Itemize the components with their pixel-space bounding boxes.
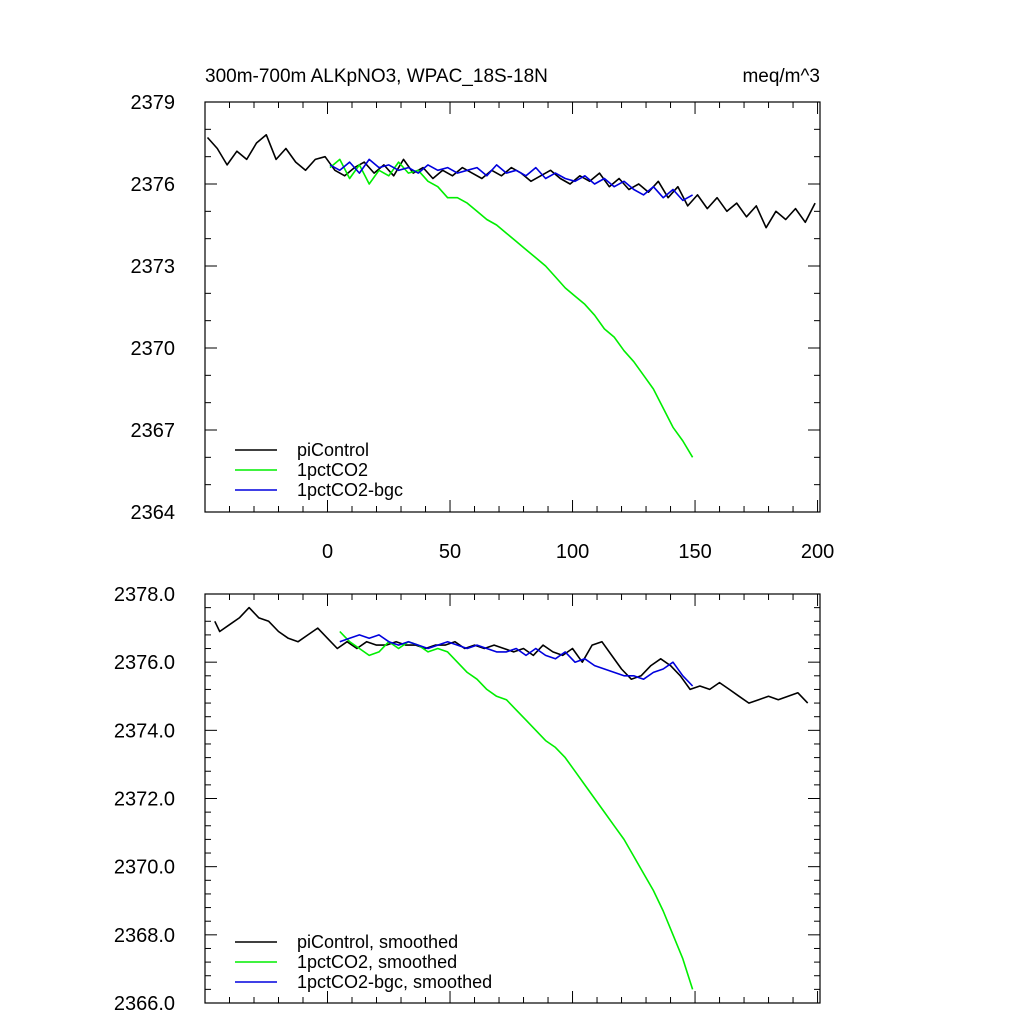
y-tick-label: 2373 bbox=[131, 256, 176, 278]
series-line-1 bbox=[214, 606, 809, 704]
y-tick-label: 2370.0 bbox=[114, 857, 175, 879]
series-line-3 bbox=[339, 634, 694, 687]
y-tick-label: 2376.0 bbox=[114, 652, 175, 674]
y-tick-label: 2379 bbox=[131, 92, 176, 114]
series-line-2 bbox=[329, 158, 694, 458]
series-line-2 bbox=[339, 630, 694, 990]
legend-label: 1pctCO2, smoothed bbox=[297, 952, 457, 972]
legend-label: piControl bbox=[297, 440, 369, 460]
y-tick-label: 2368.0 bbox=[114, 925, 175, 947]
x-tick-label: 50 bbox=[439, 541, 461, 563]
series-line-1 bbox=[206, 134, 816, 229]
y-tick-label: 2376 bbox=[131, 174, 176, 196]
legend-label: 1pctCO2 bbox=[297, 460, 368, 480]
legend-label: piControl, smoothed bbox=[297, 932, 458, 952]
y-tick-label: 2372.0 bbox=[114, 789, 175, 811]
x-tick-label: 100 bbox=[556, 541, 589, 563]
chart-title: 300m-700m ALKpNO3, WPAC_18S-18N bbox=[205, 66, 548, 87]
legend-label: 1pctCO2-bgc, smoothed bbox=[297, 972, 492, 992]
x-tick-label: 200 bbox=[801, 541, 834, 563]
units-label: meq/m^3 bbox=[742, 66, 820, 87]
y-tick-label: 2374.0 bbox=[114, 720, 175, 742]
y-tick-label: 2367 bbox=[131, 420, 176, 442]
y-tick-label: 2364 bbox=[131, 502, 176, 524]
y-tick-label: 2378.0 bbox=[114, 584, 175, 606]
x-tick-label: 0 bbox=[322, 541, 333, 563]
series-line-3 bbox=[329, 158, 693, 202]
legend-label: 1pctCO2-bgc bbox=[297, 480, 403, 500]
x-tick-label: 150 bbox=[678, 541, 711, 563]
top-panel: 0 50 100 150 200 2364 2367 2370 2373 2376 2379 piCo… bbox=[131, 92, 835, 563]
bottom-panel: 2366.0 2368.0 2370.0 2372.0 2374.0 2376.0 2378… bbox=[114, 584, 821, 1015]
plot-frame bbox=[204, 101, 821, 513]
y-tick-label: 2370 bbox=[131, 338, 176, 360]
y-tick-label: 2366.0 bbox=[114, 993, 175, 1015]
